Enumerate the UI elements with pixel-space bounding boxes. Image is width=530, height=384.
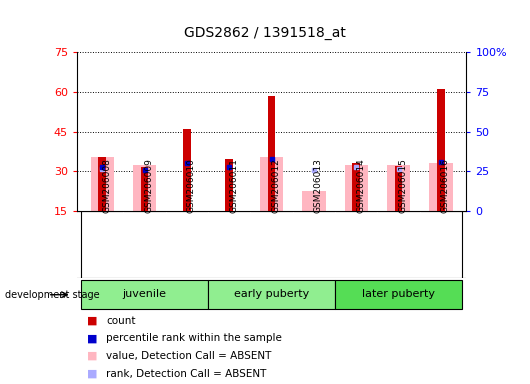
Text: GSM206014: GSM206014 xyxy=(356,159,365,213)
Text: percentile rank within the sample: percentile rank within the sample xyxy=(106,333,282,343)
Text: ■: ■ xyxy=(87,333,98,343)
Bar xyxy=(302,191,325,211)
Text: GSM206011: GSM206011 xyxy=(229,158,239,213)
Bar xyxy=(387,165,410,211)
Text: rank, Detection Call = ABSENT: rank, Detection Call = ABSENT xyxy=(106,369,267,379)
Bar xyxy=(352,164,360,211)
Text: juvenile: juvenile xyxy=(122,289,166,299)
Text: GSM206016: GSM206016 xyxy=(441,158,450,213)
Bar xyxy=(335,280,462,310)
Bar xyxy=(395,166,402,211)
Text: development stage: development stage xyxy=(5,290,100,300)
Bar xyxy=(429,164,453,211)
Text: GSM206012: GSM206012 xyxy=(271,159,280,213)
Text: GSM206010: GSM206010 xyxy=(187,158,196,213)
Bar xyxy=(225,159,233,211)
Bar xyxy=(208,280,335,310)
Text: value, Detection Call = ABSENT: value, Detection Call = ABSENT xyxy=(106,351,271,361)
Bar xyxy=(91,157,114,211)
Bar xyxy=(268,96,276,211)
Bar xyxy=(133,165,156,211)
Text: GSM206009: GSM206009 xyxy=(145,158,154,213)
Text: later puberty: later puberty xyxy=(362,289,435,299)
Text: ■: ■ xyxy=(87,369,98,379)
Text: GDS2862 / 1391518_at: GDS2862 / 1391518_at xyxy=(184,26,346,40)
Text: GSM206008: GSM206008 xyxy=(102,158,111,213)
Text: ■: ■ xyxy=(87,351,98,361)
Bar xyxy=(99,157,106,211)
Bar xyxy=(141,167,148,211)
Bar xyxy=(81,280,208,310)
Text: ■: ■ xyxy=(87,316,98,326)
Text: GSM206015: GSM206015 xyxy=(399,158,408,213)
Text: count: count xyxy=(106,316,136,326)
Bar xyxy=(344,165,368,211)
Bar xyxy=(437,89,445,211)
Text: GSM206013: GSM206013 xyxy=(314,158,323,213)
Bar xyxy=(183,129,191,211)
Text: early puberty: early puberty xyxy=(234,289,309,299)
Bar xyxy=(260,157,283,211)
